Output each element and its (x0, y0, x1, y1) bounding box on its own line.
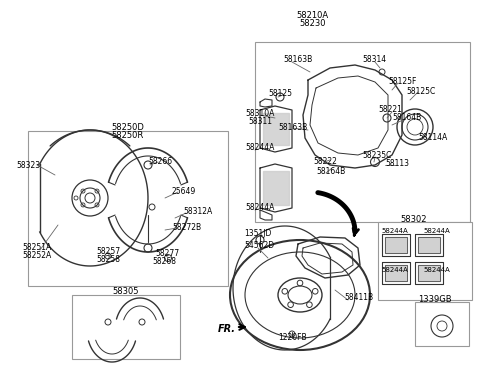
Bar (415, 302, 469, 346)
Text: 1220FB: 1220FB (278, 334, 307, 342)
Polygon shape (418, 265, 440, 281)
Bar (385, 237, 407, 253)
Text: 58252A: 58252A (22, 252, 51, 260)
Text: 58125: 58125 (268, 89, 292, 98)
Polygon shape (385, 265, 407, 281)
Text: 58222: 58222 (313, 158, 337, 167)
Polygon shape (418, 237, 440, 253)
Text: 1339GB: 1339GB (418, 295, 452, 305)
Text: 58244A: 58244A (423, 267, 450, 273)
Text: 58272B: 58272B (172, 223, 201, 233)
Text: 58235C: 58235C (362, 151, 391, 161)
Text: 58244A: 58244A (381, 228, 408, 234)
Text: 58277: 58277 (155, 250, 179, 259)
Polygon shape (263, 171, 289, 205)
Text: 58323: 58323 (16, 161, 40, 170)
Text: 58164B: 58164B (392, 114, 421, 122)
Text: 58302: 58302 (400, 216, 427, 224)
Text: 58113: 58113 (385, 160, 409, 168)
Text: 58411B: 58411B (344, 293, 373, 302)
Polygon shape (385, 237, 407, 253)
Text: 58268: 58268 (152, 257, 176, 266)
Text: 58310A: 58310A (245, 108, 275, 118)
Text: 54562D: 54562D (244, 242, 274, 250)
Text: 58125F: 58125F (388, 78, 416, 86)
Bar (385, 265, 407, 281)
Text: 58125C: 58125C (406, 86, 435, 95)
Text: 58250R: 58250R (112, 131, 144, 141)
Text: 58114A: 58114A (418, 134, 447, 142)
Text: FR.: FR. (218, 324, 236, 334)
Text: 58230: 58230 (299, 19, 325, 27)
Bar (418, 237, 440, 253)
Text: 58258: 58258 (96, 256, 120, 265)
Text: 58163B: 58163B (283, 56, 312, 65)
Text: 58314: 58314 (362, 56, 386, 65)
Bar (72, 295, 180, 359)
Bar (418, 265, 440, 281)
Bar (378, 222, 472, 300)
Text: 58221: 58221 (378, 105, 402, 115)
Text: 58244A: 58244A (245, 204, 275, 213)
Text: 1351JD: 1351JD (244, 230, 271, 239)
Text: 58251A: 58251A (22, 243, 51, 253)
Bar (28, 131, 228, 286)
Text: 58266: 58266 (148, 158, 172, 167)
Text: 58250D: 58250D (111, 124, 144, 132)
Text: 58244A: 58244A (245, 144, 275, 152)
Polygon shape (263, 113, 289, 145)
Text: 58244A: 58244A (423, 228, 450, 234)
Bar (255, 42, 470, 222)
Text: 58257: 58257 (96, 247, 120, 256)
Text: 58163B: 58163B (278, 124, 307, 132)
Text: 58210A: 58210A (296, 10, 328, 20)
Text: 58305: 58305 (113, 288, 139, 296)
Text: 58244A: 58244A (381, 267, 408, 273)
Text: 58164B: 58164B (316, 167, 345, 177)
Text: 25649: 25649 (172, 187, 196, 197)
Text: 58311: 58311 (248, 116, 272, 125)
Text: 58312A: 58312A (183, 207, 212, 217)
